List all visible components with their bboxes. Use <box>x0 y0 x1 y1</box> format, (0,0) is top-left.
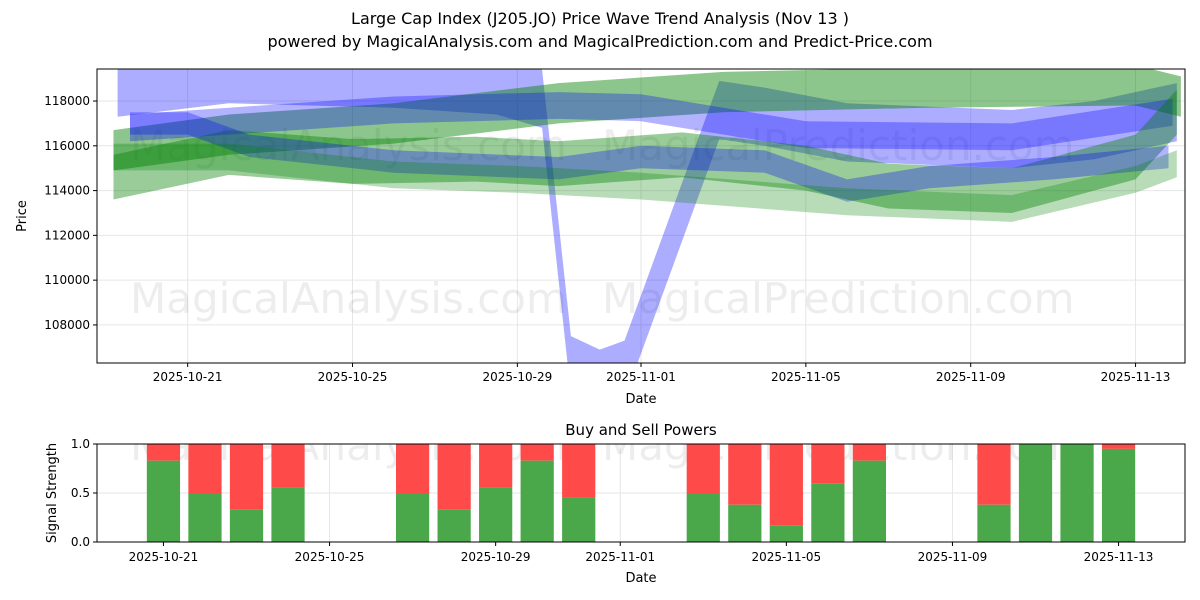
y-tick-label: 114000 <box>44 184 90 198</box>
chart-subtitle: powered by MagicalAnalysis.com and Magic… <box>267 32 933 51</box>
buy-bar <box>437 509 471 542</box>
x-tick-label: 2025-10-21 <box>129 550 199 564</box>
sell-bar <box>686 444 720 493</box>
y-tick-label: 108000 <box>44 318 90 332</box>
y-tick-label: 112000 <box>44 228 90 242</box>
buy-bar <box>520 460 554 542</box>
watermark-text: MagicalAnalysis.com <box>130 121 567 170</box>
sell-bar <box>1101 444 1136 449</box>
x-tick-label: 2025-11-13 <box>1084 550 1154 564</box>
buy-bar <box>1018 444 1053 542</box>
sell-bar <box>811 444 845 484</box>
buy-bar <box>811 483 845 542</box>
plot-area: MagicalAnalysis.com MagicalPrediction.com… <box>97 69 1185 363</box>
watermark-text: MagicalPrediction.com <box>602 121 1075 170</box>
wave-band-2 <box>130 92 1173 151</box>
y-tick-label: 110000 <box>44 273 90 287</box>
x-tick-label: 2025-10-29 <box>461 550 531 564</box>
y-axis-label: Signal Strength <box>45 443 60 543</box>
watermark-text: MagicalAnalysis.com <box>130 274 567 323</box>
plot-frame <box>96 68 1186 364</box>
y-tick-label: 116000 <box>44 139 90 153</box>
sell-bar <box>479 444 513 488</box>
x-tick-label: 2025-11-01 <box>585 550 655 564</box>
x-tick-label: 2025-11-05 <box>751 550 821 564</box>
x-tick-label: 2025-11-09 <box>918 550 988 564</box>
y-tick-label: 118000 <box>44 94 90 108</box>
x-tick-label: 2025-11-13 <box>1101 370 1171 384</box>
watermark-text: MagicalPrediction.com <box>602 274 1075 323</box>
buy-bar <box>188 493 222 542</box>
y-tick-label: 0.5 <box>71 486 90 500</box>
sell-bar <box>146 444 181 461</box>
buy-bar <box>728 504 762 542</box>
sell-bar <box>395 444 430 493</box>
sell-bar <box>852 444 887 461</box>
buy-bar <box>146 460 181 542</box>
buy-bar <box>1060 444 1094 542</box>
y-tick-label: 1.0 <box>71 437 90 451</box>
sell-bar <box>562 444 596 498</box>
x-tick-label: 2025-11-01 <box>606 370 676 384</box>
buy-bar <box>686 493 720 542</box>
y-axis-label: Price <box>15 200 30 232</box>
x-axis-label: Date <box>625 571 656 586</box>
x-tick-label: 2025-10-25 <box>318 370 388 384</box>
buy-bar <box>479 487 513 542</box>
wave-band-0 <box>117 69 1177 363</box>
sell-bar <box>728 444 762 505</box>
buy-bar <box>271 487 305 542</box>
plot-frame <box>96 443 1186 543</box>
buy-bar <box>1101 448 1136 542</box>
x-tick-label: 2025-10-21 <box>153 370 223 384</box>
sell-bar <box>437 444 471 510</box>
buy-bar <box>769 525 803 542</box>
x-tick-label: 2025-11-05 <box>771 370 841 384</box>
x-tick-label: 2025-11-09 <box>936 370 1006 384</box>
buy-bar <box>977 504 1011 542</box>
wave-band-4 <box>130 112 1169 202</box>
buy-bar <box>562 497 596 542</box>
sell-bar <box>271 444 305 488</box>
buy-bar <box>229 509 264 542</box>
x-tick-label: 2025-10-29 <box>482 370 552 384</box>
chart-title: Large Cap Index (J205.JO) Price Wave Tre… <box>351 9 849 28</box>
sell-bar <box>229 444 264 510</box>
sell-bar <box>520 444 554 461</box>
buy-bar <box>852 460 887 542</box>
sell-bar <box>977 444 1011 505</box>
y-tick-label: 0.0 <box>71 535 90 549</box>
sell-bar <box>769 444 803 526</box>
wave-band-3 <box>113 89 1177 213</box>
x-axis-label: Date <box>625 392 656 407</box>
wave-band-1 <box>113 69 1181 171</box>
x-tick-label: 2025-10-25 <box>295 550 365 564</box>
bar-chart-title: Buy and Sell Powers <box>565 421 717 439</box>
sell-bar <box>188 444 222 493</box>
wave-band-5 <box>113 143 1177 222</box>
buy-bar <box>395 493 430 542</box>
